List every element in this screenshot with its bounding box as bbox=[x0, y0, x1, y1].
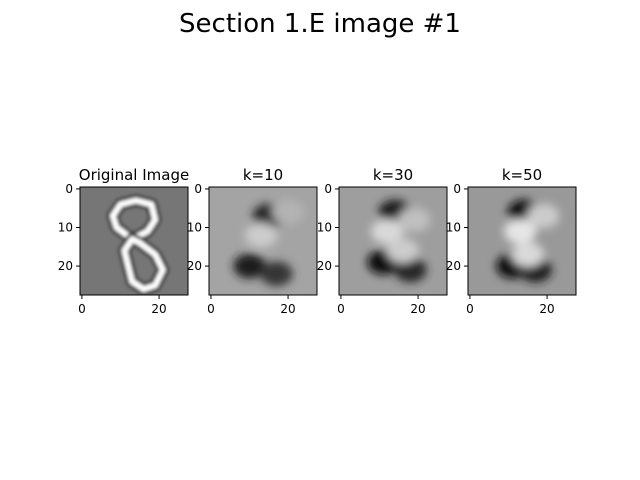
reconstruction-blob-5 bbox=[386, 238, 418, 263]
y-tick-label: 0 bbox=[65, 182, 73, 196]
reconstruction-blob-6 bbox=[527, 204, 559, 229]
panel-title: k=10 bbox=[243, 166, 283, 184]
reconstruction-blob-5 bbox=[272, 200, 304, 225]
x-tick-label: 20 bbox=[151, 302, 166, 316]
y-tick-label: 10 bbox=[58, 221, 73, 235]
reconstruction-blob-5 bbox=[512, 242, 544, 267]
panel-title: k=30 bbox=[373, 166, 413, 184]
x-tick-label: 0 bbox=[78, 302, 86, 316]
x-tick-label: 0 bbox=[207, 302, 215, 316]
y-tick-label: 20 bbox=[187, 259, 202, 273]
y-tick-label: 0 bbox=[324, 182, 332, 196]
y-tick-label: 20 bbox=[58, 259, 73, 273]
reconstruction-blob-3 bbox=[260, 262, 292, 287]
x-tick-label: 20 bbox=[280, 302, 295, 316]
figure-title: Section 1.E image #1 bbox=[179, 9, 461, 39]
y-tick-label: 10 bbox=[187, 221, 202, 235]
x-tick-label: 0 bbox=[466, 302, 474, 316]
y-tick-label: 0 bbox=[453, 182, 461, 196]
x-tick-label: 0 bbox=[337, 302, 345, 316]
x-tick-label: 20 bbox=[539, 302, 554, 316]
reconstruction-blob-6 bbox=[398, 208, 430, 233]
y-tick-label: 20 bbox=[446, 259, 461, 273]
y-tick-label: 10 bbox=[446, 221, 461, 235]
y-tick-label: 10 bbox=[317, 221, 332, 235]
panel-title: k=50 bbox=[502, 166, 542, 184]
panel-title: Original Image bbox=[79, 166, 189, 184]
y-tick-label: 20 bbox=[317, 259, 332, 273]
y-tick-label: 0 bbox=[194, 182, 202, 196]
reconstruction-blob-4 bbox=[245, 223, 277, 248]
x-tick-label: 20 bbox=[410, 302, 425, 316]
